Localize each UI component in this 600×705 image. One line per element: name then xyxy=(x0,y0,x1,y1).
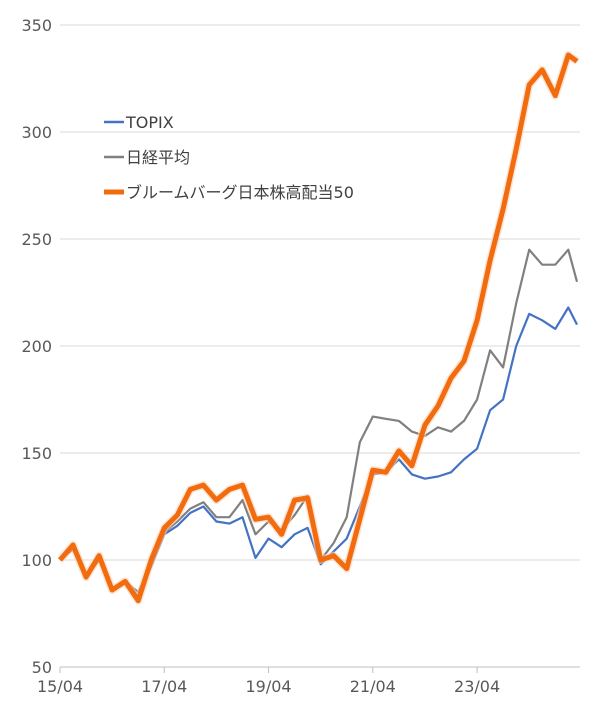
y-tick-label: 50 xyxy=(32,658,52,677)
legend-label: TOPIX xyxy=(125,113,174,132)
series-glow xyxy=(60,55,577,601)
x-tick-label: 19/04 xyxy=(245,677,291,696)
x-tick-label: 17/04 xyxy=(141,677,187,696)
x-axis-ticks: 15/04 17/04 19/04 21/04 23/04 xyxy=(37,667,500,696)
x-tick-label: 23/04 xyxy=(454,677,500,696)
legend-label: ブルームバーグ日本株高配当50 xyxy=(126,183,354,202)
y-tick-label: 150 xyxy=(21,444,52,463)
y-tick-label: 350 xyxy=(21,16,52,35)
series-line-2 xyxy=(60,55,577,601)
y-tick-label: 200 xyxy=(21,337,52,356)
y-tick-label: 300 xyxy=(21,123,52,142)
legend-label: 日経平均 xyxy=(126,148,190,167)
y-axis-ticks: 50 100 150 200 250 300 350 xyxy=(21,16,52,677)
x-tick-label: 15/04 xyxy=(37,677,83,696)
series-lines xyxy=(60,55,577,601)
y-tick-label: 250 xyxy=(21,230,52,249)
y-tick-label: 100 xyxy=(21,551,52,570)
x-tick-label: 21/04 xyxy=(350,677,396,696)
